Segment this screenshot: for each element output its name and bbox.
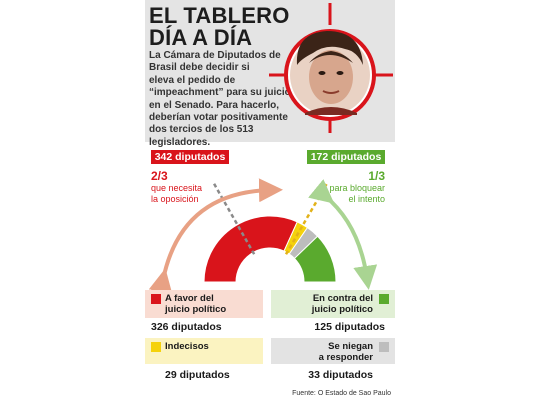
arc-arrow-right bbox=[308, 179, 378, 290]
threshold-left-badge: 342 diputados bbox=[151, 150, 229, 164]
legend-indecisos-count: 29 diputados bbox=[165, 369, 230, 381]
intro-line: en el Senado. Para hacerlo, bbox=[149, 99, 280, 111]
legend-favor-label-2: juicio político bbox=[165, 304, 227, 315]
chart-slice-0 bbox=[203, 215, 298, 283]
intro-line: Brasil debe decidir si bbox=[149, 62, 250, 74]
legend-niegan-label-2: a responder bbox=[318, 352, 373, 363]
intro-text: La Cámara de Diputados de Brasil debe de… bbox=[149, 50, 309, 149]
legend-niegan-label-1: Se niegan bbox=[328, 341, 373, 352]
intro-line: La Cámara de Diputados de bbox=[149, 50, 281, 61]
threshold-right-fraction: 1/3 bbox=[368, 169, 385, 183]
legend-contra-box bbox=[271, 290, 395, 318]
title-line-2: DÍA A DÍA bbox=[149, 25, 253, 50]
page-title: EL TABLERO DÍA A DÍA bbox=[149, 5, 290, 49]
legend-indecisos-box bbox=[145, 338, 263, 364]
legend-favor-label: A favor del juicio político bbox=[165, 293, 226, 315]
legend-contra-label-2: juicio político bbox=[311, 304, 373, 315]
intro-line: “impeachment” para su juicio bbox=[149, 87, 291, 99]
legend-favor-swatch bbox=[151, 294, 161, 304]
title-line-1: EL TABLERO bbox=[149, 3, 290, 28]
intro-line: eleva el pedido de bbox=[149, 74, 236, 86]
legend-contra-count: 125 diputados bbox=[314, 321, 385, 333]
threshold-left-count: 342 diputados bbox=[154, 151, 226, 163]
intro-line: dos tercios de los 513 legisladores. bbox=[149, 124, 254, 148]
legend-indecisos-label: Indecisos bbox=[165, 341, 209, 352]
threshold-right-badge: 172 diputados bbox=[307, 150, 385, 164]
infographic-panel: EL TABLERO DÍA A DÍA La Cámara de Diputa… bbox=[145, 0, 395, 405]
legend-niegan-label: Se niegan a responder bbox=[319, 341, 373, 363]
legend-contra-label: En contra del juicio político bbox=[312, 293, 373, 315]
legend-niegan-swatch bbox=[379, 342, 389, 352]
legend-favor-box bbox=[145, 290, 263, 318]
source-note: Fuente: O Estado de Sao Paulo bbox=[292, 390, 391, 397]
arc-arrow-left bbox=[148, 178, 283, 290]
legend-indecisos-swatch bbox=[151, 342, 161, 352]
legend-niegan-count: 33 diputados bbox=[308, 369, 373, 381]
legend-favor-count: 326 diputados bbox=[151, 321, 222, 333]
threshold-right-count: 172 diputados bbox=[310, 151, 382, 163]
crosshair-portrait-icon bbox=[269, 3, 393, 133]
legend-contra-label-1: En contra del bbox=[312, 293, 373, 304]
seat-semicircle-chart bbox=[148, 178, 378, 290]
legend-contra-swatch bbox=[379, 294, 389, 304]
intro-line: deberían votar positivamente bbox=[149, 112, 288, 124]
legend-niegan-box bbox=[271, 338, 395, 364]
legend-favor-label-1: A favor del bbox=[165, 293, 214, 304]
